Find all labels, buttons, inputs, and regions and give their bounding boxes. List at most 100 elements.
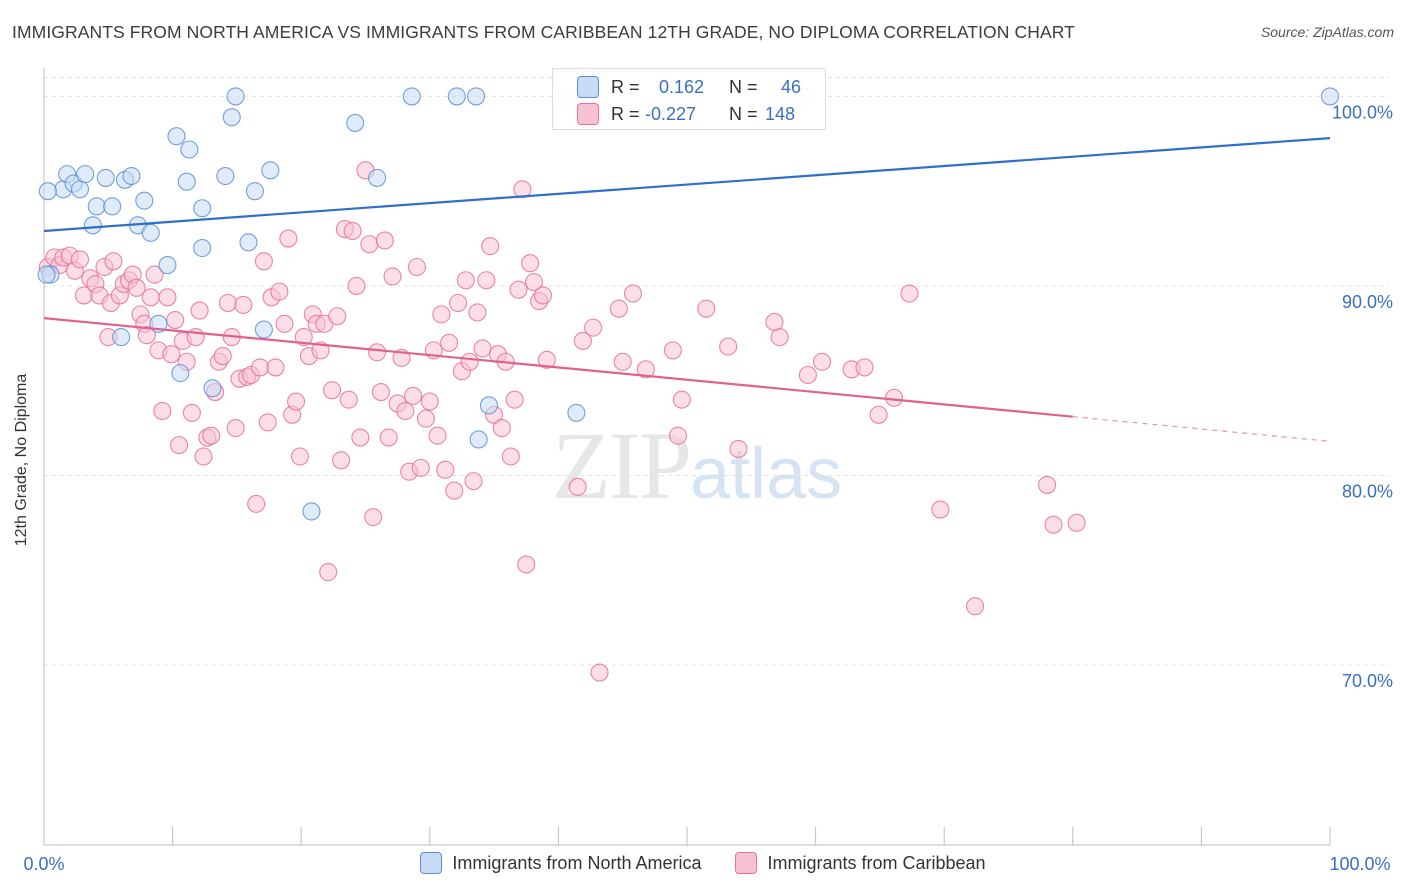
- caribbean-point: [294, 328, 313, 347]
- caribbean-point: [729, 439, 748, 458]
- caribbean-point: [104, 252, 123, 271]
- caribbean-point: [339, 390, 358, 409]
- caribbean-point: [1044, 515, 1063, 534]
- caribbean-point: [477, 271, 496, 290]
- caribbean-point: [509, 280, 528, 299]
- north-america-point: [177, 172, 196, 191]
- caribbean-point: [436, 460, 455, 479]
- caribbean-point: [323, 381, 342, 400]
- watermark-atlas: atlas: [690, 434, 843, 514]
- caribbean-point: [141, 288, 160, 307]
- caribbean-point: [127, 278, 146, 297]
- caribbean-point: [533, 286, 553, 305]
- north-america-point: [479, 396, 499, 415]
- caribbean-point: [166, 311, 185, 330]
- north-america-point: [83, 216, 102, 235]
- caribbean-point: [213, 347, 232, 366]
- caribbean-point: [663, 341, 682, 360]
- north-america-point: [261, 161, 280, 180]
- caribbean-point: [343, 221, 362, 241]
- caribbean-point: [169, 436, 189, 455]
- caribbean-point: [420, 392, 439, 411]
- caribbean-point: [573, 331, 592, 350]
- north-america-point: [1320, 87, 1340, 106]
- caribbean-point: [505, 390, 524, 409]
- caribbean-point: [473, 339, 492, 358]
- n-value: 148: [765, 103, 796, 124]
- caribbean-point: [319, 563, 338, 582]
- y-tick-label: 80.0%: [1342, 481, 1393, 501]
- caribbean-point: [432, 305, 451, 324]
- caribbean-point: [855, 358, 874, 377]
- caribbean-point: [247, 494, 266, 513]
- caribbean-point: [351, 428, 370, 447]
- source-label: Source: ZipAtlas.com: [1260, 24, 1394, 40]
- north-america-point: [567, 403, 586, 422]
- caribbean-point: [375, 231, 394, 250]
- north-america-point: [239, 233, 258, 252]
- caribbean-point: [445, 481, 464, 500]
- r-label: R =: [611, 76, 640, 97]
- caribbean-point: [492, 419, 511, 438]
- caribbean-point: [449, 293, 468, 313]
- caribbean-point: [371, 383, 390, 402]
- north-america-point: [346, 113, 365, 133]
- caribbean-point: [404, 386, 423, 405]
- y-tick-label: 100.0%: [1332, 102, 1393, 122]
- north-america-point: [112, 328, 131, 347]
- north-america-swatch: [577, 76, 599, 98]
- caribbean-point: [254, 252, 273, 271]
- x-tick-label: 100.0%: [1329, 854, 1390, 874]
- legend-item-caribbean[interactable]: Immigrants from Caribbean: [735, 852, 986, 874]
- caribbean-point: [290, 447, 309, 466]
- watermark: ZIPatlas: [552, 410, 842, 521]
- caribbean-point: [869, 405, 888, 424]
- caribbean-point: [464, 472, 483, 491]
- caribbean-point: [70, 250, 90, 269]
- caribbean-point: [162, 345, 181, 364]
- north-america-point: [216, 166, 235, 186]
- caribbean-trend-extension: [1072, 416, 1331, 442]
- caribbean-point: [158, 288, 177, 307]
- caribbean-swatch: [577, 103, 599, 125]
- caribbean-points: [38, 161, 1086, 682]
- caribbean-point: [609, 299, 628, 318]
- n-label: N =: [729, 76, 758, 97]
- north-america-point: [135, 191, 154, 210]
- caribbean-point: [524, 273, 544, 292]
- north-america-point: [76, 165, 95, 184]
- north-america-point: [193, 238, 212, 258]
- north-america-point: [141, 223, 160, 242]
- caribbean-point: [202, 426, 221, 445]
- caribbean-point: [521, 254, 540, 273]
- caribbean-point: [900, 284, 919, 303]
- trend-lines: [43, 137, 1331, 442]
- north-america-point: [180, 140, 199, 159]
- caribbean-point: [218, 293, 237, 313]
- n-value: 46: [781, 76, 802, 97]
- caribbean-point: [360, 235, 379, 254]
- caribbean-point: [407, 257, 426, 277]
- r-label: R =: [611, 103, 640, 124]
- caribbean-point: [481, 237, 500, 256]
- y-tick-label: 90.0%: [1342, 292, 1393, 312]
- chart-title: IMMIGRANTS FROM NORTH AMERICA VS IMMIGRA…: [12, 22, 1075, 42]
- caribbean-point: [396, 401, 415, 421]
- caribbean-point: [270, 282, 289, 301]
- y-tick-label: 70.0%: [1342, 671, 1393, 691]
- caribbean-point: [697, 299, 716, 318]
- legend-item-north-america[interactable]: Immigrants from North America: [420, 852, 701, 874]
- caribbean-point: [287, 392, 306, 411]
- caribbean-point: [190, 301, 209, 320]
- caribbean-point: [623, 284, 643, 303]
- caribbean-point: [537, 350, 556, 369]
- caribbean-point: [364, 508, 383, 527]
- caribbean-point: [966, 597, 985, 616]
- caribbean-point: [636, 360, 655, 379]
- north-america-point: [222, 108, 241, 127]
- r-value: 0.162: [659, 76, 705, 97]
- caribbean-point: [145, 265, 164, 284]
- caribbean-point: [672, 390, 691, 409]
- caribbean-point: [153, 401, 172, 421]
